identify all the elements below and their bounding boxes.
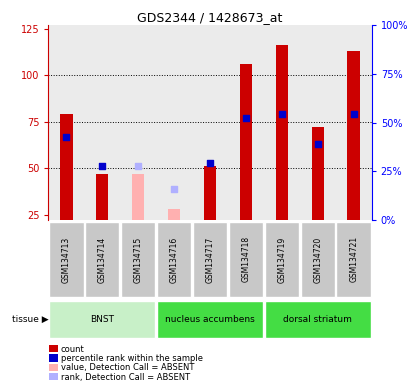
Text: count: count	[61, 344, 84, 354]
Bar	[228, 25, 264, 220]
Text: GSM134721: GSM134721	[349, 236, 358, 283]
FancyBboxPatch shape	[121, 222, 155, 297]
Bar	[192, 25, 228, 220]
Point	[350, 111, 357, 118]
FancyBboxPatch shape	[336, 222, 371, 297]
FancyBboxPatch shape	[49, 345, 58, 353]
Bar	[60, 114, 73, 220]
FancyBboxPatch shape	[157, 301, 263, 338]
FancyBboxPatch shape	[49, 301, 155, 338]
Text: GSM134719: GSM134719	[277, 236, 286, 283]
Text: GSM134713: GSM134713	[62, 236, 71, 283]
FancyBboxPatch shape	[85, 222, 119, 297]
Bar	[120, 25, 156, 220]
FancyBboxPatch shape	[157, 222, 192, 297]
FancyBboxPatch shape	[193, 222, 227, 297]
FancyBboxPatch shape	[265, 222, 299, 297]
Text: BNST: BNST	[90, 315, 114, 324]
Point	[135, 163, 142, 169]
FancyBboxPatch shape	[228, 222, 263, 297]
Text: GSM134717: GSM134717	[205, 236, 215, 283]
Bar	[264, 25, 300, 220]
FancyBboxPatch shape	[265, 301, 371, 338]
FancyBboxPatch shape	[49, 354, 58, 362]
Text: GSM134714: GSM134714	[98, 236, 107, 283]
Text: GSM134716: GSM134716	[170, 236, 178, 283]
Bar	[276, 45, 288, 220]
FancyBboxPatch shape	[49, 222, 84, 297]
Bar	[96, 174, 108, 220]
Bar	[204, 166, 216, 220]
Bar	[132, 174, 144, 220]
Bar	[168, 209, 180, 220]
Bar	[347, 51, 360, 220]
FancyBboxPatch shape	[49, 364, 58, 371]
Bar	[84, 25, 120, 220]
Text: tissue ▶: tissue ▶	[12, 315, 48, 324]
Bar	[336, 25, 372, 220]
Point	[243, 115, 249, 121]
Bar	[48, 25, 84, 220]
Text: dorsal striatum: dorsal striatum	[284, 315, 352, 324]
FancyBboxPatch shape	[49, 373, 58, 381]
Point	[63, 134, 70, 140]
Point	[278, 111, 285, 118]
Text: GSM134718: GSM134718	[241, 236, 250, 283]
Text: percentile rank within the sample: percentile rank within the sample	[61, 354, 203, 363]
Text: GSM134715: GSM134715	[134, 236, 143, 283]
Bar	[240, 64, 252, 220]
Text: nucleus accumbens: nucleus accumbens	[165, 315, 255, 324]
Bar	[156, 25, 192, 220]
Point	[171, 185, 177, 192]
Text: value, Detection Call = ABSENT: value, Detection Call = ABSENT	[61, 363, 194, 372]
Title: GDS2344 / 1428673_at: GDS2344 / 1428673_at	[137, 11, 283, 24]
FancyBboxPatch shape	[301, 222, 335, 297]
Bar	[312, 127, 324, 220]
Point	[315, 141, 321, 147]
Text: GSM134720: GSM134720	[313, 236, 322, 283]
Point	[99, 163, 105, 169]
Point	[207, 160, 213, 166]
Text: rank, Detection Call = ABSENT: rank, Detection Call = ABSENT	[61, 373, 190, 382]
Bar	[300, 25, 336, 220]
